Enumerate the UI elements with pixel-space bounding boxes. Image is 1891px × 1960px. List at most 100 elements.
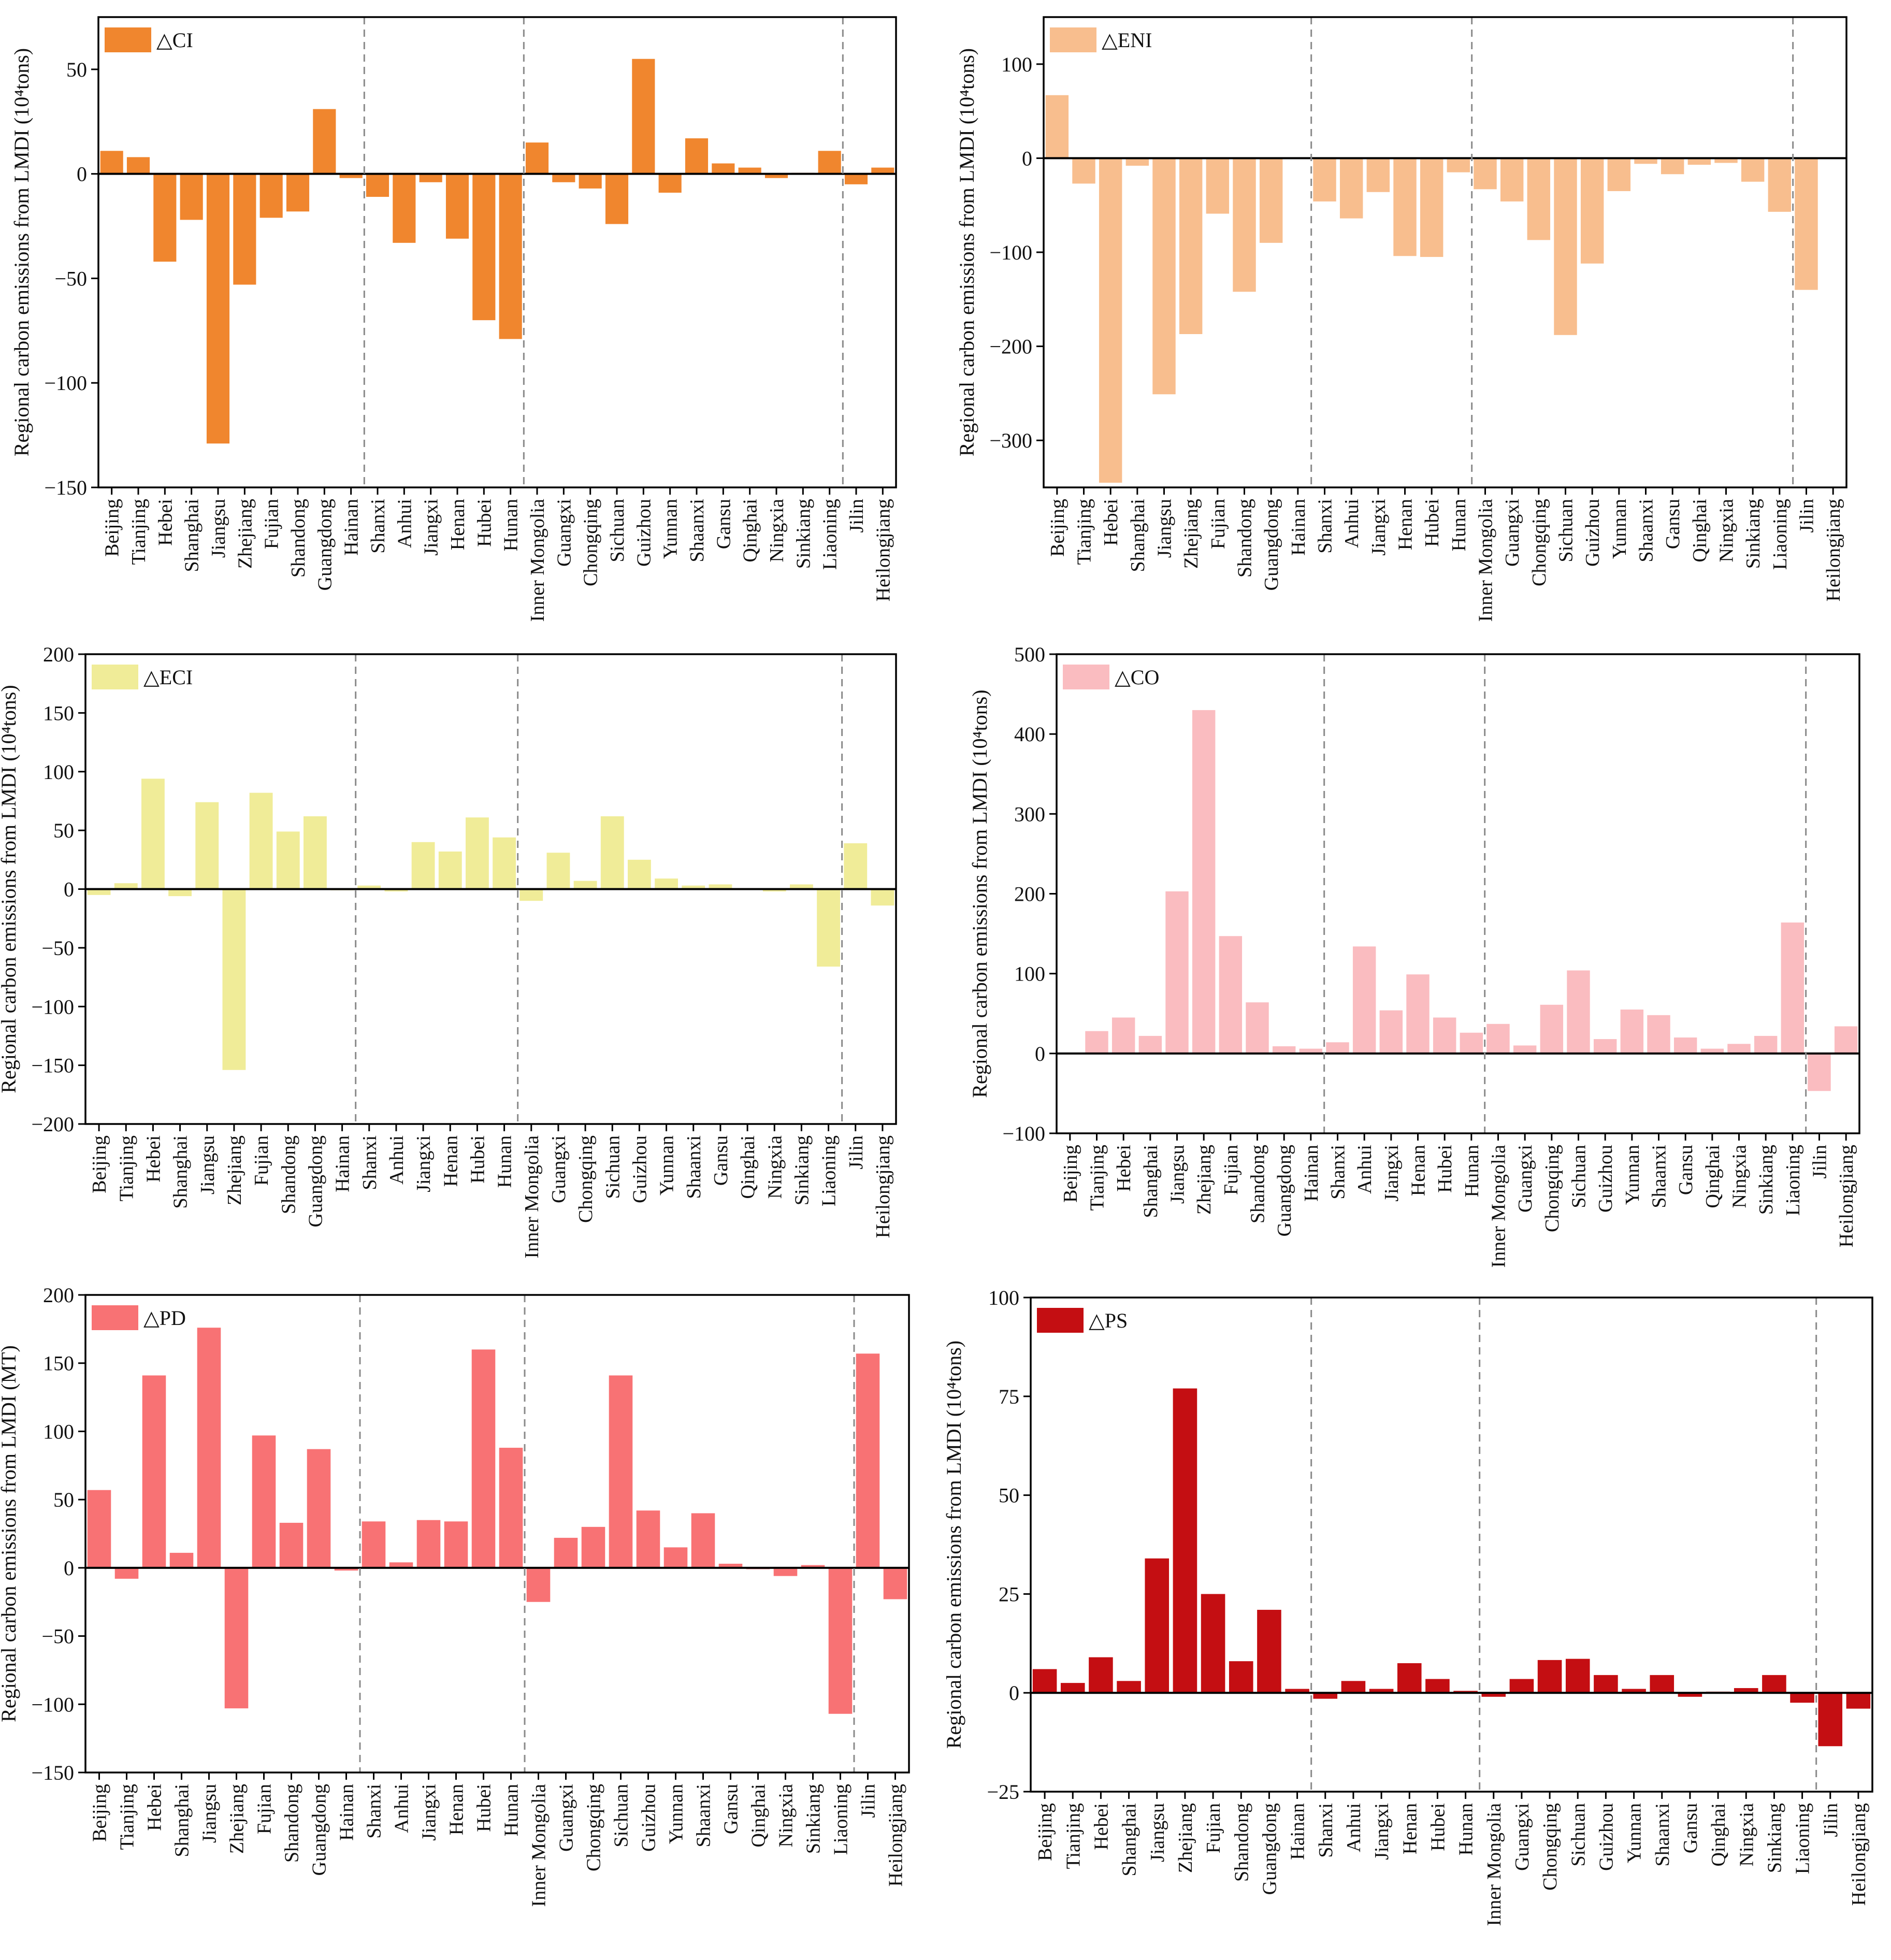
y-axis-title: Regional carbon emissions from LMDI (10⁴… [968,689,991,1098]
bar-tianjing [114,883,138,889]
bar-liaoning [828,1567,853,1714]
y-tick-label: 200 [43,643,74,666]
x-tick-label: Qinghai [737,1135,759,1199]
bar-sinkiang [1754,1035,1778,1054]
x-tick-label: Zhejiang [1180,499,1202,569]
x-tick-label: Anhui [1343,1803,1365,1852]
bar-beijing [87,889,111,895]
x-tick-label: Chongqing [1528,499,1550,586]
x-tick-label: Ningxia [766,499,788,563]
chart-panel-6: −25 0 25 50 75 100 Beijing Tianjing Hebei Shangha… [942,1286,1873,1926]
bar-shandong [1246,1002,1269,1054]
bar-shandong [286,174,310,212]
y-tick-label: 0 [1009,1681,1019,1705]
x-tick-label: Jiangsu [1154,499,1176,558]
bar-ningxia [1714,158,1738,163]
bar-liaoning [1781,923,1805,1054]
bar-tianjing [1072,158,1095,184]
bar-jiangsu [1165,891,1189,1054]
bar-shanghai [1138,1035,1162,1054]
x-tick-label: Heilongjiang [1848,1803,1870,1906]
x-tick-label: Ningxia [1736,1803,1757,1867]
x-tick-label: Zhejiang [226,1784,248,1854]
x-tick-label: Shanghai [1127,499,1149,572]
bar-heilongjiang [871,889,894,906]
bar-guangdong [303,816,327,889]
x-tick-label: Tianjing [1074,499,1095,565]
plot-frame [84,1294,910,1774]
x-tick-label: Hubei [467,1135,488,1184]
x-tick-label: Shandong [1247,1145,1269,1223]
y-tick-label: −50 [54,267,87,290]
bar-guangdong [1272,1046,1296,1054]
bar-heilongjiang [1834,1026,1858,1054]
bar-fujian [1219,936,1243,1054]
bar-jilin [1808,1053,1831,1091]
x-tick-label: Guangdong [305,1135,326,1227]
bar-shanghai [168,889,192,897]
bar-heilongjiang [871,167,894,174]
x-tick-label: Gansu [720,1784,742,1834]
y-tick-label: 50 [66,58,87,81]
y-tick-label: −300 [989,429,1032,452]
x-tick-label: Yunnan [1609,499,1630,559]
bar-inner-mongolia [519,889,543,901]
bar-liaoning [1768,158,1792,212]
x-tick-label: Shanghai [170,1135,192,1208]
legend-swatch [1063,665,1109,689]
x-tick-label: Inner Mongolia [527,499,548,622]
bar-zhejiang [1173,1388,1197,1693]
legend-label: △CI [156,28,193,52]
legend-label: △ENI [1102,28,1152,52]
x-tick-label: Anhui [391,1784,413,1833]
bar-tianjing [1060,1683,1085,1693]
x-tick-label: Guangxi [1511,1803,1533,1871]
x-tick-label: Guangdong [314,499,336,590]
x-tick-label: Jilin [846,499,868,532]
bar-shanghai [1117,1681,1141,1693]
bar-gansu [709,884,732,889]
bar-jiangsu [195,802,219,889]
bar-hunan [499,174,522,339]
bar-fujian [252,1435,276,1568]
x-tick-label: Jilin [1796,499,1818,532]
x-tick-label: Anhui [386,1135,408,1185]
x-tick-label: Sichuan [1567,1803,1589,1866]
x-tick-label: Qinghai [748,1784,770,1847]
bar-guangdong [313,109,336,174]
x-tick-label: Hebei [154,499,176,546]
x-tick-label: Hubei [1434,1145,1456,1193]
bar-beijing [87,1490,111,1568]
bar-gansu [712,163,735,174]
bar-beijing [1032,1669,1057,1693]
x-tick-label: Jiangxi [421,499,442,556]
x-tick-label: Inner Mongolia [1488,1145,1510,1268]
bar-guizhou [1593,1039,1617,1054]
bar-sichuan [609,1375,633,1568]
x-tick-label: Qinghai [740,499,761,562]
bar-shaanxi [1647,1015,1670,1054]
legend-label: △CO [1115,666,1159,689]
x-tick-label: Beijing [1060,1145,1081,1203]
x-tick-label: Hainan [341,499,363,556]
bar-yunnan [658,174,682,193]
y-tick-label: 50 [53,1488,74,1511]
y-tick-label: 100 [988,1286,1019,1309]
x-tick-label: Guangdong [309,1784,330,1876]
bar-hebei [153,174,177,262]
bar-inner-mongolia [1481,1693,1506,1697]
x-tick-label: Liaoning [1782,1145,1804,1216]
plot-frame [97,16,897,488]
bar-anhui [389,1562,413,1568]
legend-label: △PD [143,1306,186,1330]
bar-sichuan [600,816,624,889]
x-tick-label: Gansu [710,1135,732,1186]
bar-henan [444,1521,468,1568]
x-tick-label: Hebei [1090,1803,1112,1850]
y-tick-label: 100 [1001,53,1032,76]
x-tick-label: Beijing [1047,499,1069,557]
x-tick-label: Jiangxi [1381,1145,1403,1202]
x-tick-label: Gansu [1662,499,1684,549]
x-tick-label: Qinghai [1702,1145,1724,1208]
